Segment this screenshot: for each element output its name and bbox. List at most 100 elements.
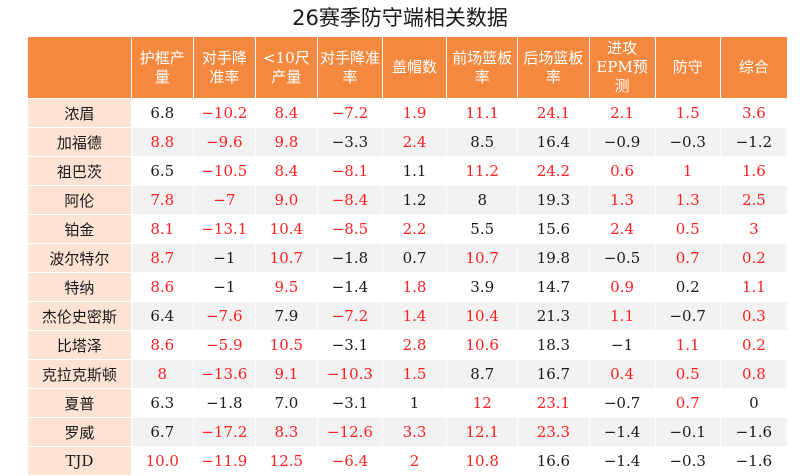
data-cell: 0.5 — [654, 214, 721, 244]
column-header: 后场篮板率 — [517, 36, 590, 99]
player-name-cell: 阿伦 — [27, 185, 132, 215]
table-row: TJD 10.0 −11.9 12.5 −6.4 2 10.8 16.6 −1.4 −0.3 −1.… — [27, 446, 789, 476]
column-header: 对手降准率 — [316, 36, 384, 99]
table-row: 波尔特尔 8.7 −1 10.7 −1.8 0.7 10.7 19.8 −0.5 0.7 0.2 — [27, 243, 789, 273]
data-cell: 1.5 — [654, 98, 721, 128]
data-cell: −8.5 — [316, 214, 384, 244]
data-cell: 2.4 — [588, 214, 656, 244]
data-cell: −9.6 — [192, 127, 256, 157]
data-cell: 2.8 — [382, 330, 448, 360]
column-header: 盖帽数 — [382, 36, 448, 99]
data-cell: 14.7 — [517, 272, 590, 302]
data-cell: 1.1 — [654, 330, 721, 360]
data-cell: 8.4 — [254, 156, 318, 186]
data-cell: 15.6 — [517, 214, 590, 244]
data-cell: −1 — [192, 272, 256, 302]
data-cell: 8.7 — [130, 243, 194, 273]
table-row: 杰伦史密斯 6.4 −7.6 7.9 −7.2 1.4 10.4 21.3 1.1 −0.7 0.3 — [27, 301, 789, 331]
data-cell: −3.1 — [316, 330, 384, 360]
data-cell: 8 — [130, 359, 194, 389]
data-cell: 7.0 — [254, 388, 318, 418]
data-cell: −1.8 — [316, 243, 384, 273]
data-cell: 16.6 — [517, 446, 590, 476]
data-cell: 8.5 — [446, 127, 519, 157]
data-cell: 10.6 — [446, 330, 519, 360]
data-cell: 7.9 — [254, 301, 318, 331]
data-cell: −5.9 — [192, 330, 256, 360]
data-cell: 1.9 — [382, 98, 448, 128]
player-name-cell: 祖巴茨 — [27, 156, 132, 186]
data-cell: 0 — [719, 388, 789, 418]
data-cell: 10.4 — [446, 301, 519, 331]
data-cell: 3.9 — [446, 272, 519, 302]
data-cell: 6.7 — [130, 417, 194, 447]
column-header: 对手降准率 — [192, 36, 256, 99]
data-cell: −10.2 — [192, 98, 256, 128]
player-name-cell: 浓眉 — [27, 98, 132, 128]
data-cell: 1.5 — [382, 359, 448, 389]
player-name-cell: 特纳 — [27, 272, 132, 302]
header-corner — [27, 36, 132, 99]
data-cell: 1.6 — [719, 156, 789, 186]
table-row: 浓眉 6.8 −10.2 8.4 −7.2 1.9 11.1 24.1 2.1 1.5 3.6 — [27, 98, 789, 128]
table-row: 克拉克斯顿 8 −13.6 9.1 −10.3 1.5 8.7 16.7 0.4 0.5 0.8 — [27, 359, 789, 389]
data-cell: 1.2 — [382, 185, 448, 215]
data-cell: 11.1 — [446, 98, 519, 128]
table-row: 特纳 8.6 −1 9.5 −1.4 1.8 3.9 14.7 0.9 0.2 1.1 — [27, 272, 789, 302]
data-cell: 10.8 — [446, 446, 519, 476]
data-cell: 8.7 — [446, 359, 519, 389]
data-cell: 1 — [654, 156, 721, 186]
data-cell: 7.8 — [130, 185, 194, 215]
data-cell: 1.1 — [719, 272, 789, 302]
data-cell: 8.6 — [130, 272, 194, 302]
data-cell: −0.9 — [588, 127, 656, 157]
data-cell: −10.3 — [316, 359, 384, 389]
player-name-cell: 杰伦史密斯 — [27, 301, 132, 331]
data-cell: −13.6 — [192, 359, 256, 389]
data-cell: 6.4 — [130, 301, 194, 331]
data-cell: 1.3 — [588, 185, 656, 215]
data-cell: −17.2 — [192, 417, 256, 447]
data-cell: 11.2 — [446, 156, 519, 186]
data-cell: 10.7 — [254, 243, 318, 273]
data-cell: −1.6 — [719, 417, 789, 447]
data-cell: 1.3 — [654, 185, 721, 215]
data-cell: 3.3 — [382, 417, 448, 447]
data-cell: −1 — [588, 330, 656, 360]
data-cell: 16.7 — [517, 359, 590, 389]
data-cell: 9.5 — [254, 272, 318, 302]
data-cell: −1.4 — [588, 417, 656, 447]
column-header: 进攻EPM预测 — [588, 36, 656, 99]
data-cell: 6.5 — [130, 156, 194, 186]
data-cell: 8.8 — [130, 127, 194, 157]
data-cell: −3.1 — [316, 388, 384, 418]
data-cell: 19.3 — [517, 185, 590, 215]
player-name-cell: 罗威 — [27, 417, 132, 447]
table-row: 夏普 6.3 −1.8 7.0 −3.1 1 12 23.1 −0.7 0.7 0 — [27, 388, 789, 418]
data-cell: 1.8 — [382, 272, 448, 302]
data-cell: 0.7 — [654, 243, 721, 273]
data-cell: 0.7 — [382, 243, 448, 273]
data-cell: −7 — [192, 185, 256, 215]
data-cell: 1.1 — [588, 301, 656, 331]
table-title: 26赛季防守端相关数据 — [292, 6, 508, 30]
player-name-cell: 波尔特尔 — [27, 243, 132, 273]
data-cell: 5.5 — [446, 214, 519, 244]
data-cell: −8.1 — [316, 156, 384, 186]
data-cell: 24.1 — [517, 98, 590, 128]
column-header: <10尺产量 — [254, 36, 318, 99]
table-row: 祖巴茨 6.5 −10.5 8.4 −8.1 1.1 11.2 24.2 0.6 1 1.6 — [27, 156, 789, 186]
data-cell: 6.3 — [130, 388, 194, 418]
data-cell: −0.3 — [654, 127, 721, 157]
table-row: 加福德 8.8 −9.6 9.8 −3.3 2.4 8.5 16.4 −0.9 −0.3 −1.2 — [27, 127, 789, 157]
data-cell: 1.1 — [382, 156, 448, 186]
table-row: 罗威 6.7 −17.2 8.3 −12.6 3.3 12.1 23.3 −1.4 −0.1 −1.… — [27, 417, 789, 447]
data-cell: −1 — [192, 243, 256, 273]
data-cell: −1.6 — [719, 446, 789, 476]
data-cell: −7.2 — [316, 301, 384, 331]
data-cell: −0.7 — [654, 301, 721, 331]
data-cell: −7.2 — [316, 98, 384, 128]
data-cell: 0.2 — [719, 243, 789, 273]
data-cell: −1.4 — [588, 446, 656, 476]
data-cell: 3.6 — [719, 98, 789, 128]
